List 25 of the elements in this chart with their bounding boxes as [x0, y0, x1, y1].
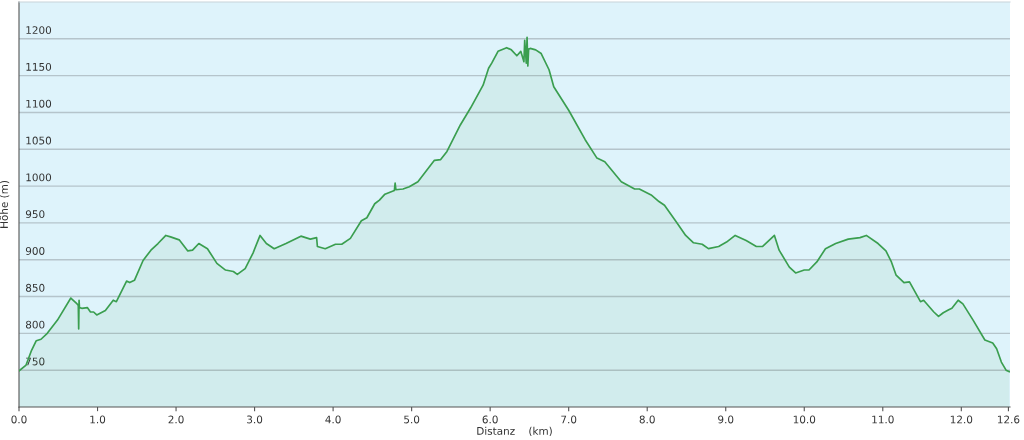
y-tick-label: 900: [25, 247, 45, 255]
x-tick-label: 3.0: [247, 415, 263, 424]
x-tick-label: 8.0: [639, 415, 655, 424]
y-tick-label: 1000: [26, 173, 52, 182]
y-tick-label: 1150: [26, 62, 52, 71]
x-tick-label: 4.0: [325, 415, 341, 424]
x-tick-label: 9.0: [718, 415, 734, 424]
y-tick-label: 850: [25, 283, 45, 292]
y-tick-label: 800: [25, 320, 45, 329]
y-tick-label: 950: [25, 210, 45, 219]
y-axis-title: Höhe (m): [0, 180, 10, 228]
x-tick-label: 2.0: [168, 415, 184, 424]
x-tick-label: 5.0: [404, 415, 420, 424]
y-tick-label: 1200: [26, 26, 52, 35]
y-tick-label: 1100: [26, 99, 52, 108]
x-tick-label: 10.0: [793, 415, 816, 424]
x-axis-title: Distanz (km): [477, 426, 552, 437]
x-tick-label: 12.6: [997, 415, 1020, 424]
y-tick-label: 1050: [26, 136, 52, 145]
x-tick-label: 1.0: [90, 415, 106, 424]
x-tick-label: 7.0: [561, 415, 577, 424]
x-tick-label: 0.0: [11, 415, 27, 424]
x-tick-label: 12.0: [950, 415, 973, 424]
x-tick-label: 11.0: [872, 415, 894, 424]
x-tick-label: 6.0: [482, 415, 498, 424]
